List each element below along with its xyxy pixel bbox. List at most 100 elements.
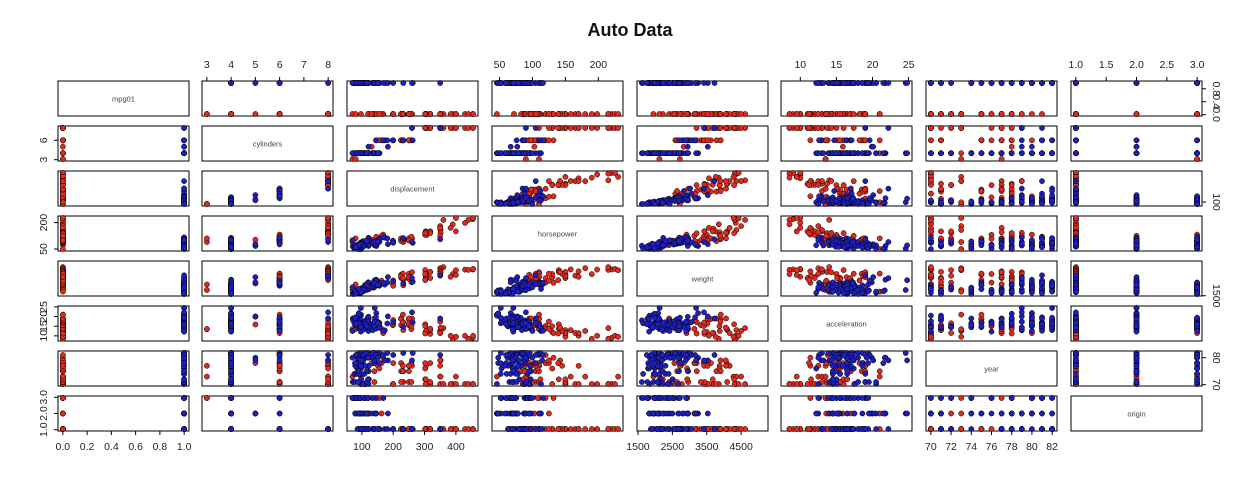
data-point	[385, 143, 391, 150]
panel-frame	[636, 80, 769, 117]
data-point	[437, 111, 444, 117]
data-point	[717, 125, 724, 131]
data-point	[876, 235, 883, 242]
data-point	[494, 111, 500, 117]
data-point	[866, 277, 873, 284]
variable-label-cylinders: cylinders	[253, 140, 283, 149]
data-point	[644, 150, 650, 157]
data-point	[252, 192, 259, 198]
data-point	[850, 150, 856, 157]
data-point	[840, 125, 847, 131]
data-point	[582, 111, 589, 117]
data-point	[688, 190, 695, 197]
data-point	[674, 188, 680, 194]
panel-frame	[491, 80, 624, 117]
data-point	[988, 235, 995, 242]
panel-weight-vs-displacement	[346, 260, 479, 297]
data-point	[793, 267, 800, 274]
data-point	[470, 125, 476, 131]
data-point	[390, 278, 397, 285]
data-point	[659, 200, 666, 206]
data-point	[582, 178, 589, 184]
data-point	[181, 201, 187, 207]
data-point	[1029, 194, 1035, 201]
data-point	[692, 195, 698, 202]
data-point	[717, 111, 724, 117]
panel-frame	[57, 260, 190, 297]
data-point	[555, 125, 562, 131]
data-point	[882, 195, 889, 202]
data-point	[1029, 80, 1035, 86]
data-point	[363, 80, 370, 86]
panel-frame	[1070, 80, 1203, 117]
data-point	[181, 150, 187, 157]
data-point	[793, 228, 800, 235]
data-point	[978, 137, 985, 144]
data-point	[820, 198, 827, 205]
data-point	[562, 174, 569, 180]
data-point	[693, 182, 700, 188]
data-point	[594, 125, 600, 131]
data-point	[181, 290, 187, 297]
data-point	[181, 125, 187, 131]
data-point	[885, 239, 892, 245]
data-point	[1039, 193, 1045, 200]
data-point	[1133, 238, 1140, 244]
data-point	[807, 193, 814, 200]
data-point	[850, 232, 857, 239]
panel-horsepower-vs-horsepower: horsepower	[491, 215, 624, 252]
data-point	[437, 80, 444, 86]
data-point	[837, 137, 843, 144]
data-point	[605, 170, 612, 177]
data-point	[701, 125, 707, 131]
data-point	[555, 182, 562, 188]
panel-weight-vs-cylinders	[201, 260, 334, 297]
data-point	[998, 186, 1005, 193]
data-point	[181, 272, 187, 279]
data-point	[181, 178, 187, 184]
data-point	[793, 272, 800, 278]
data-point	[575, 178, 582, 184]
data-point	[1039, 236, 1045, 243]
data-point	[588, 271, 595, 277]
data-point	[904, 242, 910, 249]
data-point	[422, 125, 429, 131]
data-point	[204, 281, 210, 288]
data-point	[651, 245, 658, 252]
data-point	[409, 269, 415, 276]
data-point	[847, 185, 854, 192]
data-point	[651, 201, 658, 207]
data-point	[406, 111, 412, 117]
data-point	[666, 201, 673, 207]
data-point	[862, 186, 869, 193]
data-point	[938, 111, 944, 117]
data-point	[722, 178, 729, 184]
data-point	[693, 125, 700, 131]
data-point	[453, 111, 459, 117]
data-point	[928, 150, 934, 157]
data-point	[513, 137, 520, 144]
data-point	[1039, 80, 1045, 86]
data-point	[656, 111, 663, 117]
data-point	[786, 125, 793, 131]
data-point	[998, 111, 1005, 117]
panel-displacement-vs-horsepower	[491, 170, 624, 207]
data-point	[588, 111, 595, 117]
data-point	[850, 80, 856, 86]
data-point	[1018, 125, 1025, 131]
data-point	[1049, 188, 1055, 194]
data-point	[793, 174, 800, 180]
data-point	[676, 238, 682, 244]
data-point	[349, 80, 356, 86]
data-point	[676, 137, 683, 144]
data-point	[529, 150, 536, 157]
data-point	[850, 178, 857, 184]
data-point	[470, 111, 476, 117]
panel-cylinders-vs-displacement	[346, 125, 479, 162]
data-point	[252, 274, 259, 280]
data-point	[557, 269, 563, 276]
data-point	[865, 150, 872, 157]
data-point	[666, 237, 673, 244]
data-point	[465, 111, 472, 117]
data-point	[325, 236, 331, 243]
